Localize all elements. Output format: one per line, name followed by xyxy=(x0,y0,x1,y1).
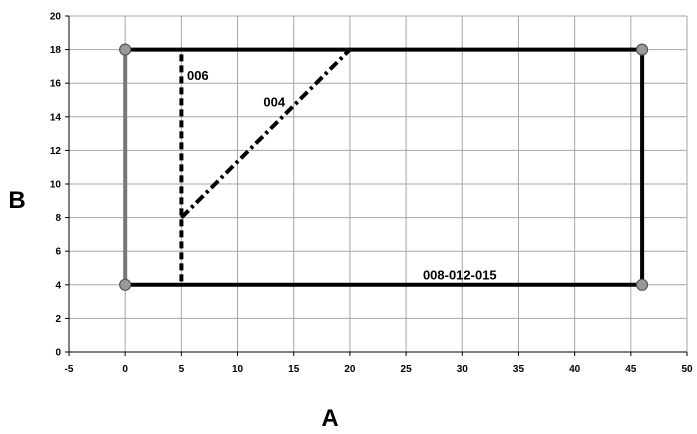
x-tick-label: 35 xyxy=(513,364,525,375)
series-lines xyxy=(123,47,645,287)
x-tick-label: 5 xyxy=(179,364,185,375)
x-tick-label: 30 xyxy=(457,364,469,375)
y-tick-label: 6 xyxy=(55,247,61,258)
x-tick-label: -5 xyxy=(65,364,74,375)
annotation-label: 008-012-015 xyxy=(423,268,497,283)
y-tick-label: 20 xyxy=(50,12,62,23)
x-tick-label: 20 xyxy=(344,364,356,375)
annotation-label: 004 xyxy=(263,95,285,110)
x-tick-label: 15 xyxy=(288,364,300,375)
grid xyxy=(68,15,688,353)
x-tick-label: 40 xyxy=(569,364,581,375)
x-tick-label: 25 xyxy=(401,364,413,375)
y-tick-label: 8 xyxy=(55,213,61,224)
series-line-6 xyxy=(179,48,352,220)
vertex-marker xyxy=(119,43,132,56)
vertex-marker xyxy=(635,43,649,56)
y-tick-label: 16 xyxy=(50,79,62,90)
y-tick-label: 2 xyxy=(55,314,61,325)
y-tick-label: 12 xyxy=(50,146,62,157)
y-tick-label: 14 xyxy=(50,112,62,123)
y-tick-label: 10 xyxy=(50,180,62,191)
y-tick-label: 4 xyxy=(55,280,61,291)
markers xyxy=(119,43,649,291)
y-axis-title: B xyxy=(8,187,25,214)
axes: -5 0 5 10 15 20 25 30 35 40 45 50 0 2 4 6 8 10 12 14 16 18 20 xyxy=(50,12,693,376)
x-tick-label: 10 xyxy=(232,364,244,375)
y-tick-label: 18 xyxy=(50,45,62,56)
x-tick-label: 50 xyxy=(681,364,693,375)
vertex-marker xyxy=(635,278,649,291)
x-tick-label: 45 xyxy=(625,364,637,375)
vertex-marker xyxy=(119,278,132,291)
annotation-label: 006 xyxy=(187,68,209,83)
y-tick-label: 0 xyxy=(55,348,61,359)
x-tick-label: 0 xyxy=(122,364,128,375)
x-axis-title: A xyxy=(321,405,338,432)
